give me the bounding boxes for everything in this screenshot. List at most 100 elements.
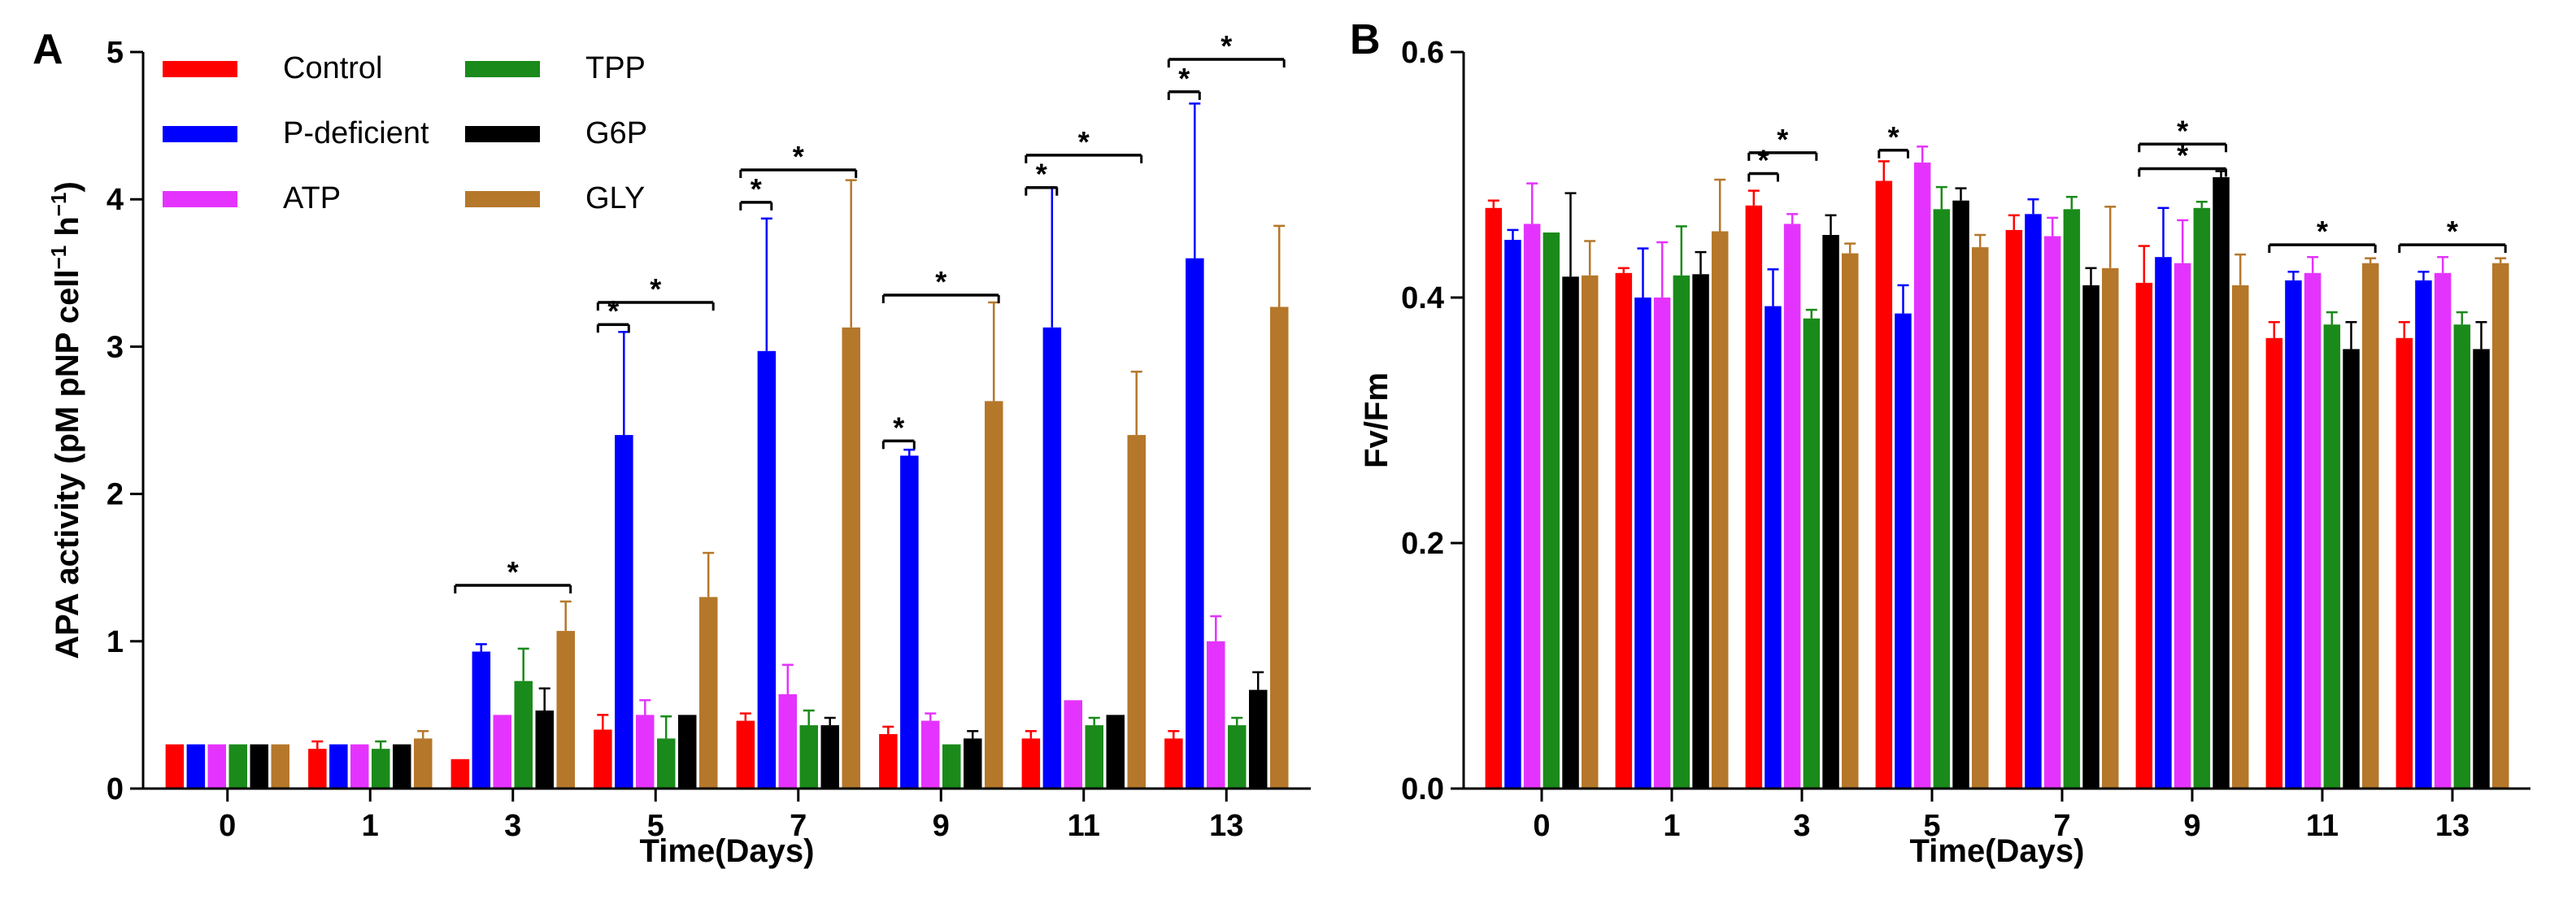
bar-g6p-day-0 xyxy=(250,744,268,789)
bar-tpp-day-11 xyxy=(1085,725,1103,789)
significance-star-0: * xyxy=(1758,143,1769,176)
bar-control-day-9 xyxy=(2135,282,2153,789)
bar-p-deficient-day-3 xyxy=(472,651,491,789)
bar-control-day-7 xyxy=(736,720,755,789)
bar-g6p-day-0 xyxy=(1562,276,1579,789)
y-tick-label-3: 3 xyxy=(107,330,124,364)
bar-g6p-day-11 xyxy=(1106,715,1125,789)
significance-star-1: * xyxy=(1777,123,1788,156)
legend-swatch-g6p xyxy=(465,126,540,142)
bar-g6p-day-5 xyxy=(678,715,697,789)
bar-gly-day-1 xyxy=(414,738,433,789)
bar-atp-day-11 xyxy=(2304,272,2321,789)
bar-gly-day-7 xyxy=(842,327,860,789)
bar-g6p-day-7 xyxy=(2082,285,2100,789)
bar-tpp-day-7 xyxy=(2063,209,2081,789)
legend-swatch-atp xyxy=(163,191,237,207)
bar-tpp-day-0 xyxy=(228,744,247,789)
bar-gly-day-0 xyxy=(1582,275,1599,789)
bar-gly-day-13 xyxy=(2492,263,2509,789)
bar-atp-day-11 xyxy=(1064,700,1082,789)
bar-tpp-day-1 xyxy=(372,749,390,789)
bar-atp-day-13 xyxy=(2434,272,2452,789)
x-tick-label-9: 9 xyxy=(933,809,950,843)
y-axis-title: Fv/Fm xyxy=(1359,372,1395,468)
bar-gly-day-9 xyxy=(985,401,1003,789)
x-tick-label-5: 5 xyxy=(647,809,664,843)
significance-star-4: * xyxy=(2177,114,2188,147)
significance-star-9: * xyxy=(1178,62,1190,95)
y-axis-title-part: APA activity (pM pNP cell xyxy=(50,269,85,658)
y-axis-title-part: ) xyxy=(50,181,85,192)
x-tick-label-1: 1 xyxy=(362,809,379,843)
x-tick-label-5: 5 xyxy=(1923,809,1940,843)
legend-label-atp: ATP xyxy=(283,181,341,215)
significance-star-4: * xyxy=(793,140,804,173)
bar-atp-day-5 xyxy=(636,715,655,789)
bar-control-day-9 xyxy=(879,734,898,789)
significance-star-3: * xyxy=(2177,138,2188,172)
bar-tpp-day-7 xyxy=(799,725,818,789)
bar-p-deficient-day-3 xyxy=(1764,306,1782,789)
bar-gly-day-13 xyxy=(1270,306,1289,789)
bar-g6p-day-9 xyxy=(964,738,982,789)
significance-star-5: * xyxy=(2317,215,2328,248)
bar-p-deficient-day-5 xyxy=(615,435,633,789)
bar-tpp-day-3 xyxy=(1803,318,1821,789)
significance-star-8: * xyxy=(1078,125,1090,159)
y-axis-title-part: h xyxy=(50,216,85,246)
bar-p-deficient-day-9 xyxy=(2155,257,2172,789)
bar-g6p-day-11 xyxy=(2343,349,2360,789)
bar-control-day-11 xyxy=(2265,337,2283,789)
bar-g6p-day-13 xyxy=(2473,349,2490,789)
significance-star-7: * xyxy=(1036,158,1047,191)
x-axis-title: Time(Days) xyxy=(1910,833,2085,869)
bar-g6p-day-1 xyxy=(393,744,411,789)
x-tick-label-11: 11 xyxy=(2306,809,2339,843)
bar-gly-day-9 xyxy=(2232,285,2249,789)
significance-star-6: * xyxy=(2447,215,2458,248)
legend-swatch-control xyxy=(163,61,237,77)
legend-label-g6p: G6P xyxy=(585,116,647,150)
bar-tpp-day-1 xyxy=(1673,275,1690,789)
bar-atp-day-7 xyxy=(778,694,797,789)
x-tick-label-0: 0 xyxy=(219,809,236,843)
bar-g6p-day-5 xyxy=(1952,200,1969,789)
bar-p-deficient-day-0 xyxy=(1504,240,1521,789)
bar-g6p-day-9 xyxy=(2213,177,2230,789)
x-tick-label-1: 1 xyxy=(1663,809,1680,843)
bar-tpp-day-9 xyxy=(942,744,961,789)
bar-atp-day-5 xyxy=(1913,162,1931,789)
bar-p-deficient-day-13 xyxy=(2415,280,2432,789)
bar-atp-day-9 xyxy=(2174,263,2191,789)
x-tick-label-13: 13 xyxy=(1209,809,1243,843)
y-tick-label-4: 4 xyxy=(107,183,124,217)
bar-g6p-day-13 xyxy=(1249,689,1268,789)
bar-p-deficient-day-0 xyxy=(186,744,206,789)
bar-g6p-day-1 xyxy=(1692,274,1709,789)
y-tick-label-0: 0 xyxy=(107,772,124,806)
bar-atp-day-3 xyxy=(493,715,511,789)
bar-tpp-day-5 xyxy=(1933,209,1951,789)
bar-control-day-13 xyxy=(2395,337,2413,789)
y-tick-label-0.0: 0.0 xyxy=(1401,772,1444,806)
legend-label-p-deficient: P-deficient xyxy=(283,116,429,150)
bar-gly-day-1 xyxy=(1712,231,1729,789)
legend-swatch-tpp xyxy=(465,61,540,77)
y-axis-title-superscript: −1 xyxy=(46,193,71,217)
y-axis-title-superscript: −1 xyxy=(46,246,71,270)
bar-tpp-day-3 xyxy=(514,680,533,789)
bar-gly-day-11 xyxy=(2362,263,2379,789)
y-tick-label-1: 1 xyxy=(107,625,124,659)
significance-star-10: * xyxy=(1221,29,1232,63)
x-tick-label-7: 7 xyxy=(2053,809,2070,843)
bar-atp-day-1 xyxy=(350,744,369,789)
bar-p-deficient-day-7 xyxy=(2025,214,2042,789)
bar-atp-day-1 xyxy=(1653,298,1671,789)
bar-control-day-0 xyxy=(1485,207,1503,789)
bar-control-day-5 xyxy=(1875,180,1893,789)
bar-atp-day-7 xyxy=(2043,236,2061,789)
bar-atp-day-9 xyxy=(921,720,940,789)
